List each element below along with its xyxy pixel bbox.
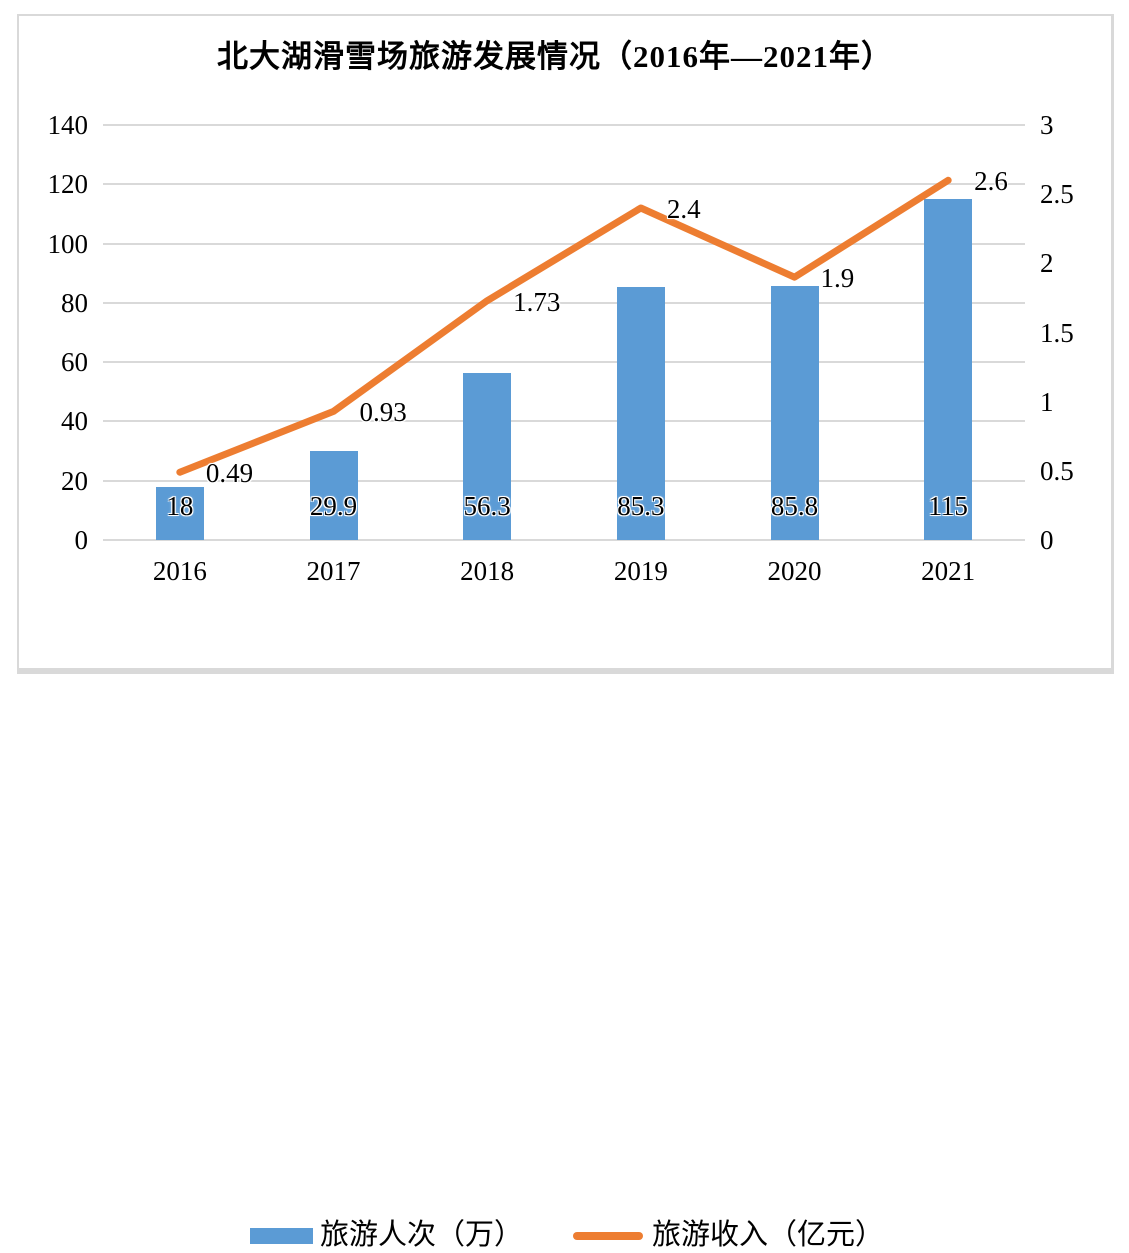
bar-value-label: 115 [928,491,968,521]
y-axis-right-tick: 0.5 [1040,455,1074,486]
bar-value-label: 29.9 [309,491,358,521]
legend-bar-swatch [250,1228,313,1244]
bar-value-label: 85.8 [770,491,819,521]
y-axis-right-tick: 2 [1040,248,1054,279]
y-axis-left-tick: 120 [47,169,89,200]
line-value-label: 1.9 [820,263,855,294]
x-axis-label-2021: 2021 [921,556,976,586]
x-axis-label-2018: 2018 [460,556,515,586]
x-axis-label-2020: 2020 [767,556,822,586]
y-axis-left-tick: 140 [47,110,89,140]
y-axis-right-tick: 1 [1040,386,1054,417]
bar-2016 [155,486,204,540]
gridline [103,479,1025,482]
line-value-label: 1.73 [513,286,561,317]
y-axis-left-tick: 40 [61,406,88,437]
line-value-label: 0.93 [359,397,407,428]
x-axis-label-2017: 2017 [306,556,361,586]
y-axis-right-tick: 1.5 [1040,317,1074,348]
x-axis-label-2019: 2019 [613,556,668,586]
y-axis-left-tick: 100 [47,228,89,259]
bar-value-label: 18 [166,491,194,521]
y-axis-left-tick: 20 [61,465,88,496]
bar-value-label: 56.3 [463,491,511,521]
y-axis-left-tick: 80 [61,287,88,318]
legend-line-swatch [573,1232,643,1240]
gridline [103,124,1025,126]
gridline [103,539,1025,541]
line-value-label: 2.6 [974,166,1008,197]
legend: 旅游人次（万） 旅游收入（亿元） [0,605,1129,1251]
y-axis-right-tick: 0 [1040,525,1054,555]
line-value-label: 2.4 [666,194,701,224]
y-axis-right-tick: 2.5 [1040,179,1074,210]
legend-label-revenue: 旅游收入（亿元） [652,1219,885,1251]
x-axis-label-2016: 2016 [152,556,207,586]
y-axis-left-tick: 0 [74,525,89,555]
bar-value-label: 85.3 [617,491,665,521]
y-axis-right-tick: 3 [1040,110,1054,140]
y-axis-left-tick: 60 [61,347,88,378]
data-labels-layer: 18 29.9 56.3 85.3 85.8 115 0.49 0.93 1.73 2.4 1.9 2… [166,166,1008,521]
line-value-label: 0.49 [205,458,254,489]
chart-title: 北大湖滑雪场旅游发展情况（2016年—2021年） [217,39,893,74]
legend-label-visitors: 旅游人次（万） [320,1219,524,1251]
